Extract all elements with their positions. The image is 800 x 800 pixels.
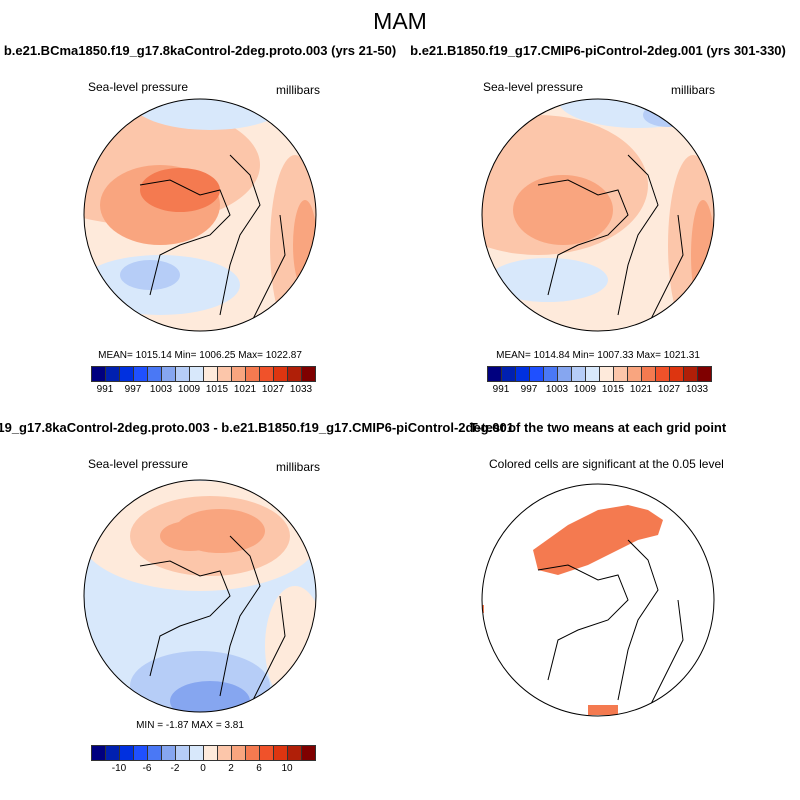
colorbar-tick: 6 xyxy=(256,763,262,774)
panel-2-colorbar xyxy=(487,366,712,382)
figure-title: MAM xyxy=(373,8,427,34)
colorbar-tick: 1033 xyxy=(685,384,709,395)
panel-4-title: T-test of the two means at each grid poi… xyxy=(469,420,727,435)
colorbar-tick: 1009 xyxy=(573,384,597,395)
panel-2-units-label: millibars xyxy=(671,83,716,97)
colorbar-tick: 0 xyxy=(200,763,206,774)
colorbar-tick: -6 xyxy=(142,763,152,774)
panel-1-colorbar xyxy=(91,366,316,382)
panel-1-stats: MEAN= 1015.14 Min= 1006.25 Max= 1022.87 xyxy=(98,350,302,361)
panel-3-polar-map xyxy=(83,479,317,713)
panel-3-title: b.e21.BCma1850.f19_g17.8kaControl-2deg.p… xyxy=(0,420,514,435)
panel-1-variable-label: Sea-level pressure xyxy=(88,80,189,94)
panel-3-variable-label: Sea-level pressure xyxy=(88,457,189,471)
colorbar-tick: 1015 xyxy=(205,384,229,395)
panel-1-polar-map xyxy=(83,98,317,332)
panel-2-polar-map xyxy=(481,98,715,332)
panel-1-units-label: millibars xyxy=(276,83,321,97)
colorbar-tick: 1033 xyxy=(289,384,313,395)
panel-4-significance-label: Colored cells are significant at the 0.0… xyxy=(489,457,724,471)
colorbar-tick: 997 xyxy=(124,384,142,395)
panel-3-units-label: millibars xyxy=(276,460,321,474)
colorbar-tick: 991 xyxy=(96,384,114,395)
panel-1-title: b.e21.BCma1850.f19_g17.8kaControl-2deg.p… xyxy=(3,43,397,58)
panel-4-polar-map xyxy=(481,483,715,717)
panel-3-colorbar xyxy=(91,745,316,761)
colorbar-tick: 2 xyxy=(228,763,234,774)
colorbar-tick: 1027 xyxy=(657,384,681,395)
colorbar-tick: 1003 xyxy=(149,384,173,395)
panel-2-title: b.e21.B1850.f19_g17.CMIP6-piControl-2deg… xyxy=(410,43,786,58)
colorbar-tick: 1021 xyxy=(233,384,257,395)
colorbar-tick: 997 xyxy=(520,384,538,395)
colorbar-tick: 991 xyxy=(492,384,510,395)
colorbar-tick: -2 xyxy=(170,763,180,774)
panel-2-stats: MEAN= 1014.84 Min= 1007.33 Max= 1021.31 xyxy=(496,350,700,361)
colorbar-tick: 1021 xyxy=(629,384,653,395)
colorbar-tick: 1027 xyxy=(261,384,285,395)
colorbar-tick: 1015 xyxy=(601,384,625,395)
panel-2-variable-label: Sea-level pressure xyxy=(483,80,584,94)
colorbar-tick: 10 xyxy=(281,763,293,774)
colorbar-tick: 1003 xyxy=(545,384,569,395)
colorbar-tick: -10 xyxy=(111,763,127,774)
colorbar-tick: 1009 xyxy=(177,384,201,395)
panel-3-stats: MIN = -1.87 MAX = 3.81 xyxy=(136,720,244,731)
